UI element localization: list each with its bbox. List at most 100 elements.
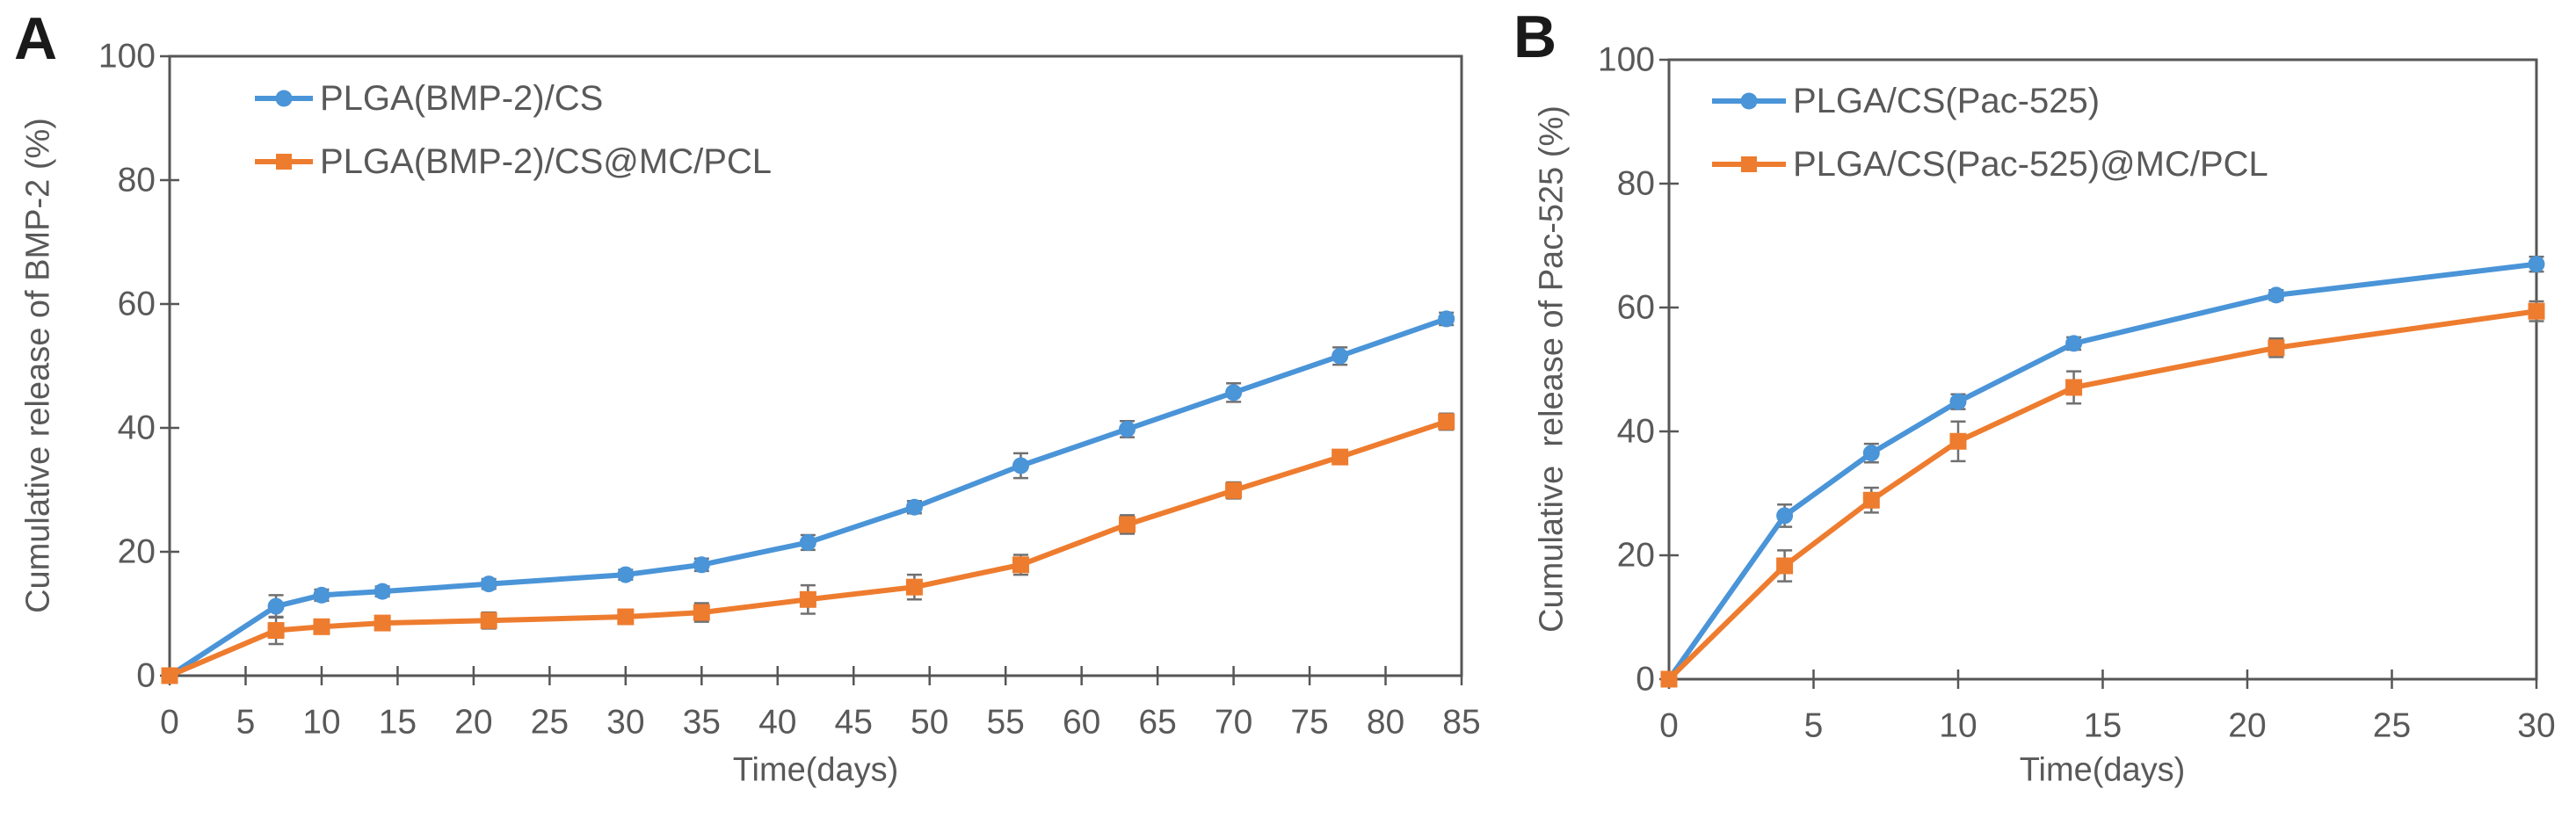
data-point-circle bbox=[1776, 507, 1794, 525]
data-point-square bbox=[1012, 556, 1029, 574]
data-point-square bbox=[267, 622, 285, 640]
data-point-square bbox=[313, 618, 330, 635]
panel-b-letter: B bbox=[1513, 4, 1557, 70]
data-point-circle bbox=[1225, 384, 1243, 402]
panel-b-x-axis-title: Time(days) bbox=[2019, 751, 2186, 789]
x-tick-label: 45 bbox=[835, 704, 873, 742]
data-point-circle bbox=[2268, 286, 2285, 304]
data-point-square bbox=[1225, 481, 1243, 499]
y-tick-label: 100 bbox=[98, 38, 156, 76]
y-tick-label: 20 bbox=[1617, 537, 1655, 575]
data-point-square bbox=[480, 612, 497, 629]
data-point-square bbox=[1776, 557, 1794, 575]
series1-label: PLGA/CS(Pac-525) bbox=[1793, 81, 2101, 120]
data-point-square bbox=[1949, 432, 1967, 450]
y-tick-label: 0 bbox=[136, 657, 156, 695]
data-point-square bbox=[1660, 670, 1678, 688]
x-tick-label: 10 bbox=[1939, 707, 1977, 745]
x-tick-label: 40 bbox=[758, 704, 796, 742]
x-tick-label: 30 bbox=[606, 704, 644, 742]
x-tick-label: 65 bbox=[1138, 704, 1176, 742]
x-tick-label: 20 bbox=[2228, 707, 2266, 745]
data-point-square bbox=[799, 590, 816, 608]
plot-area-A: 0 20 40 60 80 100 0 5 10 15 20 25 30 35 40 45 50 55 60 65 70… bbox=[98, 38, 1481, 742]
x-tick-label: 75 bbox=[1290, 704, 1328, 742]
data-point-circle bbox=[480, 575, 497, 593]
data-point-circle bbox=[2065, 335, 2083, 352]
data-point-circle bbox=[1119, 420, 1136, 438]
x-tick-label: 70 bbox=[1215, 704, 1252, 742]
data-point-square bbox=[905, 578, 923, 596]
x-tick-label: 80 bbox=[1367, 704, 1404, 742]
data-point-square bbox=[2528, 302, 2545, 320]
series2-label: PLGA(BMP-2)/CS@MC/PCL bbox=[320, 141, 773, 181]
x-tick-label: 25 bbox=[2373, 707, 2411, 745]
y-tick-label: 100 bbox=[1598, 41, 1655, 79]
panel-b-legend: PLGA/CS(Pac-525) PLGA/CS(Pac-525)@MC/PCL bbox=[1712, 69, 2268, 196]
data-point-circle bbox=[1949, 393, 1967, 410]
x-tick-label: 0 bbox=[160, 704, 179, 742]
series2-square-marker-icon bbox=[1741, 156, 1757, 172]
data-point-circle bbox=[693, 556, 710, 574]
series-line bbox=[167, 418, 1449, 678]
series1-circle-marker-icon bbox=[1740, 92, 1758, 110]
panel-b-y-axis-title: Cumulative release of Pac-525 (%) bbox=[1533, 105, 1571, 633]
x-tick-label: 10 bbox=[302, 704, 340, 742]
x-tick-label: 35 bbox=[683, 704, 721, 742]
y-tick-label: 20 bbox=[118, 533, 156, 571]
y-tick-label: 60 bbox=[118, 286, 156, 323]
data-point-square bbox=[374, 614, 391, 632]
panel-a-letter: A bbox=[14, 5, 58, 72]
data-point-circle bbox=[267, 597, 285, 615]
data-point-circle bbox=[1862, 445, 1880, 462]
data-point-square bbox=[2065, 379, 2083, 396]
data-point-square bbox=[693, 604, 710, 621]
data-point-square bbox=[1438, 413, 1455, 431]
x-tick-label: 85 bbox=[1442, 704, 1480, 742]
x-tick-label: 5 bbox=[236, 704, 256, 742]
x-tick-label: 25 bbox=[531, 704, 569, 742]
x-tick-label: 30 bbox=[2517, 707, 2555, 745]
data-point-circle bbox=[1438, 310, 1455, 328]
series2-square-marker-icon bbox=[276, 154, 292, 170]
y-tick-label: 40 bbox=[118, 409, 156, 447]
data-point-circle bbox=[374, 583, 391, 600]
series1-circle-marker-icon bbox=[275, 90, 293, 107]
plot-area-B: 0 20 40 60 80 100 0 5 10 15 20 25 30 bbox=[1598, 41, 2556, 745]
series-line bbox=[1666, 308, 2539, 682]
series2-line-marker-sample bbox=[255, 152, 313, 171]
data-point-square bbox=[2268, 339, 2285, 357]
data-point-circle bbox=[1012, 457, 1029, 474]
y-tick-label: 60 bbox=[1617, 289, 1655, 327]
legend-item-series2: PLGA(BMP-2)/CS@MC/PCL bbox=[255, 130, 772, 193]
data-point-circle bbox=[905, 498, 923, 516]
data-point-circle bbox=[799, 533, 816, 551]
x-tick-label: 0 bbox=[1659, 707, 1679, 745]
x-tick-label: 60 bbox=[1063, 704, 1100, 742]
series2-label: PLGA/CS(Pac-525)@MC/PCL bbox=[1793, 144, 2268, 184]
series1-line-marker-sample bbox=[1712, 91, 1786, 111]
series-line bbox=[167, 315, 1449, 678]
legend-item-series1: PLGA/CS(Pac-525) bbox=[1712, 69, 2268, 133]
panel-a-x-axis-title: Time(days) bbox=[732, 751, 899, 789]
panel-a-legend: PLGA(BMP-2)/CS PLGA(BMP-2)/CS@MC/PCL bbox=[255, 67, 772, 193]
series1-line-marker-sample bbox=[255, 89, 313, 108]
plot-frame bbox=[168, 54, 1463, 677]
y-tick-label: 80 bbox=[118, 162, 156, 199]
y-tick-label: 40 bbox=[1617, 413, 1655, 451]
data-point-circle bbox=[313, 586, 330, 604]
x-tick-label: 5 bbox=[1804, 707, 1824, 745]
x-tick-label: 15 bbox=[2084, 707, 2122, 745]
y-tick-label: 0 bbox=[1636, 661, 1655, 699]
data-point-square bbox=[617, 608, 635, 626]
legend-item-series2: PLGA/CS(Pac-525)@MC/PCL bbox=[1712, 133, 2268, 196]
data-point-square bbox=[1862, 491, 1880, 509]
legend-item-series1: PLGA(BMP-2)/CS bbox=[255, 67, 772, 130]
series1-label: PLGA(BMP-2)/CS bbox=[320, 78, 604, 118]
panel-a-y-axis-title: Cumulative release of BMP-2 (%) bbox=[19, 118, 57, 613]
data-point-circle bbox=[1332, 347, 1349, 365]
x-tick-label: 50 bbox=[911, 704, 948, 742]
data-point-circle bbox=[2528, 256, 2545, 273]
data-point-square bbox=[1332, 448, 1349, 466]
